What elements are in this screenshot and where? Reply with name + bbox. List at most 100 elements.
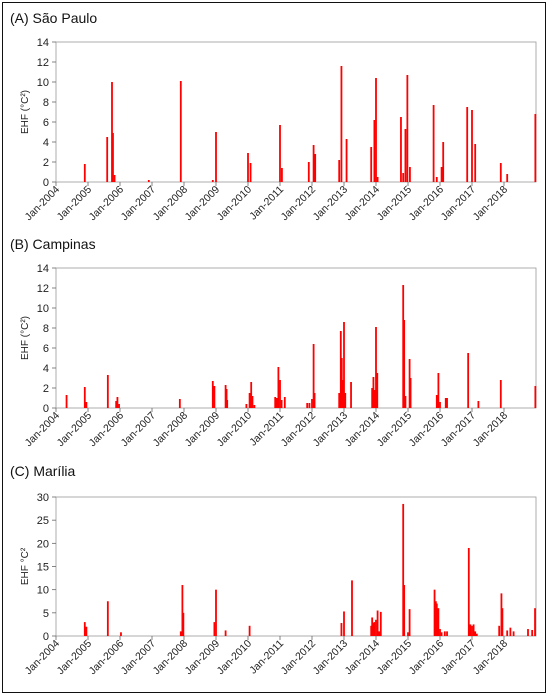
ehf-bar [313, 393, 316, 408]
ehf-bar [338, 393, 341, 408]
y-tick-label: 12 [37, 57, 49, 69]
ehf-bar [467, 547, 470, 636]
ehf-bar [373, 120, 376, 182]
x-tick-label: Jan-2010 [215, 638, 255, 678]
ehf-bar [342, 380, 344, 408]
ehf-bar [467, 353, 470, 408]
ehf-bar [274, 397, 277, 408]
y-axis-label: EHF °C² [20, 547, 31, 585]
y-tick-label: 14 [37, 263, 49, 275]
ehf-bar [444, 398, 447, 408]
ehf-bar [311, 399, 313, 408]
y-tick-label: 10 [37, 585, 49, 597]
ehf-bar [472, 624, 475, 636]
ehf-bar [501, 608, 504, 636]
ehf-bar [409, 378, 412, 408]
ehf-bar [531, 629, 534, 636]
ehf-bar [308, 403, 311, 408]
ehf-bar [275, 398, 278, 408]
ehf-bar [408, 609, 411, 636]
y-tick-label: 6 [43, 343, 49, 355]
ehf-bar [224, 630, 227, 636]
ehf-bar [371, 388, 374, 408]
ehf-bar [338, 160, 341, 182]
ehf-bar [404, 129, 407, 182]
ehf-bar [181, 585, 184, 636]
ehf-bar [251, 396, 254, 408]
ehf-bar [307, 162, 310, 182]
ehf-bar [498, 625, 501, 636]
ehf-bar [375, 327, 377, 408]
ehf-bar [106, 601, 109, 636]
y-tick-label: 0 [43, 631, 49, 643]
y-tick-label: 2 [43, 157, 49, 169]
ehf-bar [371, 617, 374, 636]
ehf-bar [247, 153, 249, 182]
ehf-bar [512, 631, 515, 636]
ehf-bar [403, 320, 406, 408]
ehf-bar [375, 619, 377, 636]
ehf-bar [446, 398, 448, 408]
y-tick-label: 12 [37, 283, 49, 295]
ehf-bar [215, 589, 217, 636]
ehf-bar [314, 154, 317, 182]
y-tick-label: 6 [43, 117, 49, 129]
ehf-bar [106, 375, 109, 408]
y-tick-label: 0 [43, 403, 49, 415]
x-tick-label: Jan-2018 [471, 184, 511, 224]
ehf-bar [432, 105, 435, 182]
ehf-bar [245, 404, 248, 408]
ehf-bar [406, 75, 409, 182]
ehf-bar [408, 359, 411, 408]
ehf-bar [372, 377, 375, 408]
ehf-bar [379, 611, 382, 636]
ehf-bar [534, 608, 536, 636]
ehf-bar [527, 629, 529, 636]
ehf-bar [211, 180, 214, 182]
y-tick-label: 10 [37, 303, 49, 315]
ehf-bar [440, 632, 443, 636]
ehf-bar [283, 397, 286, 408]
ehf-bar [343, 611, 345, 636]
ehf-bar [439, 629, 441, 636]
ehf-bar [178, 399, 181, 408]
ehf-bar [248, 393, 251, 408]
ehf-bar [224, 385, 227, 408]
ehf-bar [534, 386, 537, 408]
ehf-bar [279, 380, 281, 408]
panel-title-b: (B) Campinas [10, 236, 96, 252]
ehf-bar [345, 139, 348, 182]
ehf-bar [437, 373, 440, 408]
ehf-bar [340, 66, 343, 182]
ehf-bar [372, 623, 375, 636]
ehf-bar [281, 168, 283, 182]
ehf-bar [474, 144, 477, 182]
ehf-bar [402, 503, 405, 636]
ehf-bar [179, 81, 182, 182]
ehf-bar [83, 622, 86, 636]
ehf-bar [111, 82, 113, 182]
ehf-bar [376, 177, 379, 182]
ehf-bar [403, 585, 406, 636]
ehf-bar [373, 390, 376, 408]
ehf-bar [85, 626, 88, 636]
y-tick-label: 8 [43, 97, 49, 109]
ehf-bar [339, 331, 342, 408]
x-tick-label: Jan-2010 [215, 410, 255, 450]
ehf-bar [443, 631, 446, 636]
ehf-bar [442, 142, 445, 182]
ehf-bar [248, 625, 251, 636]
x-tick-label: Jan-2018 [471, 638, 511, 678]
ehf-bar [373, 622, 376, 636]
ehf-bar [402, 285, 405, 408]
ehf-bar [499, 163, 502, 182]
ehf-bar [435, 603, 438, 636]
ehf-bar [370, 625, 373, 636]
ehf-bar [253, 405, 256, 408]
y-tick-label: 30 [37, 492, 49, 504]
ehf-bar [83, 387, 86, 408]
plot-area [55, 41, 537, 183]
